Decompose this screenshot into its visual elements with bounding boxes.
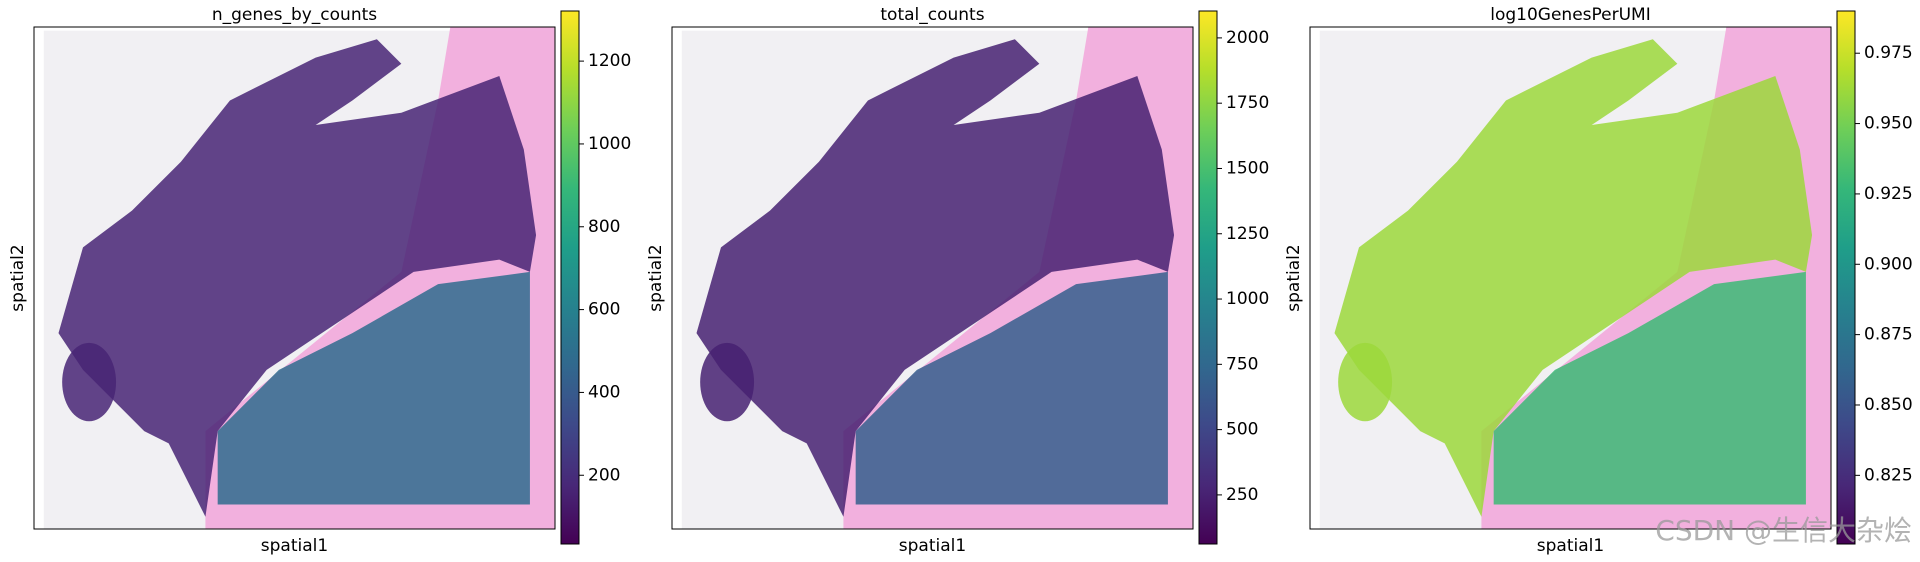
plot-title: total_counts: [880, 5, 984, 25]
tissue-mucosa: [1334, 39, 1813, 517]
colorbar-tick-label: 2000: [1226, 28, 1269, 48]
colorbar-tick-label: 400: [588, 382, 620, 402]
colorbar: [1836, 10, 1856, 545]
colorbar-tick-label: 0.900: [1864, 254, 1913, 274]
tissue-mucosa: [58, 39, 537, 517]
tissue-image: [681, 27, 1193, 530]
panel: n_genes_by_counts spatial1 spatial2 200 400 6…: [8, 5, 631, 556]
colorbar-tick-label: 0.975: [1864, 43, 1913, 63]
tissue-image: [43, 27, 555, 530]
colorbar-tick-label: 0.875: [1864, 325, 1913, 345]
colorbar: [560, 10, 580, 545]
colorbar-tick-label: 1500: [1226, 158, 1269, 178]
y-axis-label: spatial2: [1284, 244, 1304, 311]
colorbar-tick-label: 1200: [588, 51, 631, 71]
colorbar-tick-label: 500: [1226, 420, 1258, 440]
colorbar-tick-label: 800: [588, 217, 620, 237]
colorbar-tick-label: 0.850: [1864, 395, 1913, 415]
tissue-image: [1319, 27, 1831, 530]
colorbar-tick-label: 1250: [1226, 224, 1269, 244]
colorbar-tick-label: 1000: [588, 134, 631, 154]
tissue-muscle: [1493, 271, 1806, 505]
x-axis-label: spatial1: [899, 536, 966, 556]
x-axis-label: spatial1: [1537, 536, 1604, 556]
axes-frame: [33, 26, 556, 530]
colorbar: [1198, 10, 1218, 545]
tissue-fragment: [1338, 342, 1393, 422]
plot-title: n_genes_by_counts: [212, 5, 377, 25]
colorbar-tick-label: 600: [588, 300, 620, 320]
colorbar-tick-label: 0.825: [1864, 465, 1913, 485]
panel: total_counts spatial1 spatial2 250 500 750 100…: [646, 5, 1269, 556]
tissue-fragment: [62, 342, 117, 422]
tissue-muscle: [855, 271, 1168, 505]
y-axis-label: spatial2: [646, 244, 666, 311]
tissue-mucosa: [696, 39, 1175, 517]
panel: log10GenesPerUMI spatial1 spatial2 0.825 0.8…: [1284, 5, 1913, 556]
colorbar-tick-label: 1750: [1226, 93, 1269, 113]
tissue-fragment: [700, 342, 755, 422]
colorbar-tick-label: 0.950: [1864, 114, 1913, 134]
tissue-muscle: [217, 271, 530, 505]
colorbar-tick-label: 250: [1226, 485, 1258, 505]
colorbar-tick-label: 200: [588, 465, 620, 485]
plot-title: log10GenesPerUMI: [1490, 5, 1651, 25]
axes-frame: [1309, 26, 1832, 530]
axes-frame: [671, 26, 1194, 530]
watermark: CSDN @生信大杂烩: [1655, 514, 1912, 547]
colorbar-tick-label: 0.925: [1864, 184, 1913, 204]
x-axis-label: spatial1: [261, 536, 328, 556]
colorbar-tick-label: 1000: [1226, 289, 1269, 309]
colorbar-tick-label: 750: [1226, 354, 1258, 374]
y-axis-label: spatial2: [8, 244, 28, 311]
